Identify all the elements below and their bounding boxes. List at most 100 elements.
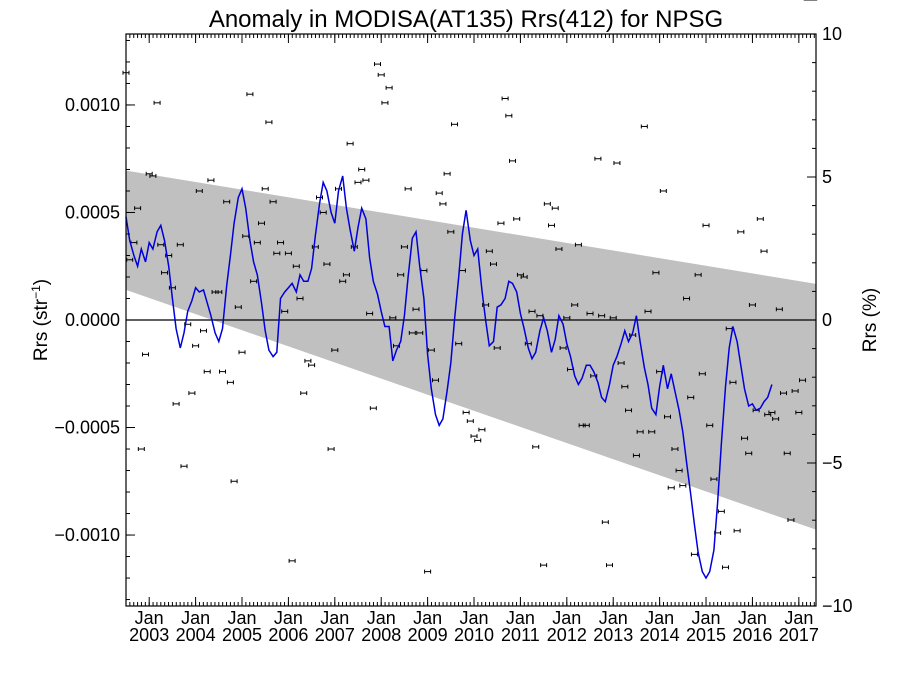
scatter-point [354, 180, 362, 185]
scatter-point [435, 191, 443, 196]
y-left-tick-label: −0.0010 [54, 525, 120, 545]
scatter-point [470, 434, 478, 439]
x-tick-year-label: 2009 [408, 625, 448, 645]
scatter-point [598, 313, 606, 318]
scatter-point [559, 345, 567, 350]
scatter-point [644, 309, 652, 314]
scatter-point [366, 311, 374, 316]
scatter-point [733, 528, 741, 533]
scatter-point [203, 369, 211, 374]
chart-title: Anomaly in MODISA(AT135) Rrs(412) for NP… [209, 6, 723, 33]
scatter-point [226, 380, 234, 385]
x-tick-month-label: Jan [552, 608, 581, 628]
scatter-point [362, 178, 370, 183]
scatter-point [679, 483, 687, 488]
scatter-point [741, 436, 749, 441]
scatter-point [606, 563, 614, 568]
x-tick-month-label: Jan [227, 608, 256, 628]
scatter-point [451, 122, 459, 127]
scatter-point [632, 453, 640, 458]
scatter-point [520, 274, 528, 279]
scatter-point [543, 201, 551, 206]
scatter-point [215, 290, 223, 295]
scatter-point [369, 406, 377, 411]
scatter-point [443, 171, 451, 176]
scatter-point [315, 195, 323, 200]
scatter-point [427, 348, 435, 353]
x-tick-year-label: 2003 [129, 625, 169, 645]
scatter-point [432, 378, 440, 383]
scatter-point [323, 262, 331, 267]
x-tick-year-label: 2007 [315, 625, 355, 645]
scatter-point [284, 251, 292, 256]
smoothed-line-layer [125, 175, 773, 580]
x-tick-month-label: Jan [645, 608, 674, 628]
scatter-point [540, 563, 548, 568]
scatter-point [346, 141, 354, 146]
scatter-point [501, 96, 509, 101]
scatter-point [331, 348, 339, 353]
scatter-point [640, 124, 648, 129]
scatter-point [474, 438, 482, 443]
scatter-point [408, 330, 416, 335]
scatter-point [795, 410, 803, 415]
scatter-point [269, 199, 277, 204]
scatter-point [223, 199, 231, 204]
scatter-point [466, 419, 474, 424]
y-axis-left-label: Rrs (str−1) [29, 279, 52, 361]
scatter-point [787, 517, 795, 522]
scatter-point [385, 85, 393, 90]
axes-layer: 0.0010 0.0005 0.0000 −0.0005 −0.0010 10 5 0 −5 −1… [54, 24, 852, 645]
x-tick-month-label: Jan [784, 608, 813, 628]
scatter-point [617, 361, 625, 366]
scatter-point [601, 520, 609, 525]
scatter-point [485, 249, 493, 254]
scatter-point [439, 201, 447, 206]
x-tick-year-label: 2004 [176, 625, 216, 645]
scatter-point [509, 158, 517, 163]
y-left-tick-label: 0.0000 [65, 310, 120, 330]
scatter-point [536, 313, 544, 318]
scatter-point [524, 341, 532, 346]
scatter-point [717, 509, 725, 514]
scatter-point [636, 429, 644, 434]
x-tick-month-label: Jan [692, 608, 721, 628]
scatter-point [389, 315, 397, 320]
scatter-layer [122, 0, 818, 574]
scatter-point [273, 251, 281, 256]
scatter-point [497, 221, 505, 226]
x-tick-month-label: Jan [738, 608, 767, 628]
scatter-point [513, 216, 521, 221]
smoothed-series-line [125, 175, 773, 580]
scatter-point [760, 249, 768, 254]
scatter-point [304, 358, 312, 363]
scatter-point [671, 447, 679, 452]
scatter-point [764, 412, 772, 417]
scatter-point [188, 391, 196, 396]
scatter-point [571, 302, 579, 307]
x-tick-month-label: Jan [367, 608, 396, 628]
scatter-point [706, 423, 714, 428]
scatter-point [652, 270, 660, 275]
scatter-point [702, 223, 710, 228]
scatter-point [149, 173, 157, 178]
scatter-point [722, 565, 730, 570]
scatter-point [300, 391, 308, 396]
scatter-point [234, 305, 242, 310]
scatter-point [416, 330, 424, 335]
x-tick-year-label: 2017 [779, 625, 819, 645]
scatter-point [207, 178, 215, 183]
scatter-point [281, 309, 289, 314]
scatter-point [250, 279, 258, 284]
scatter-point [230, 479, 238, 484]
scatter-point [400, 244, 408, 249]
scatter-point [253, 240, 261, 245]
scatter-point [157, 242, 165, 247]
scatter-point [292, 264, 300, 269]
x-tick-month-label: Jan [599, 608, 628, 628]
scatter-point [675, 468, 683, 473]
scatter-point [683, 296, 691, 301]
x-tick-month-label: Jan [413, 608, 442, 628]
